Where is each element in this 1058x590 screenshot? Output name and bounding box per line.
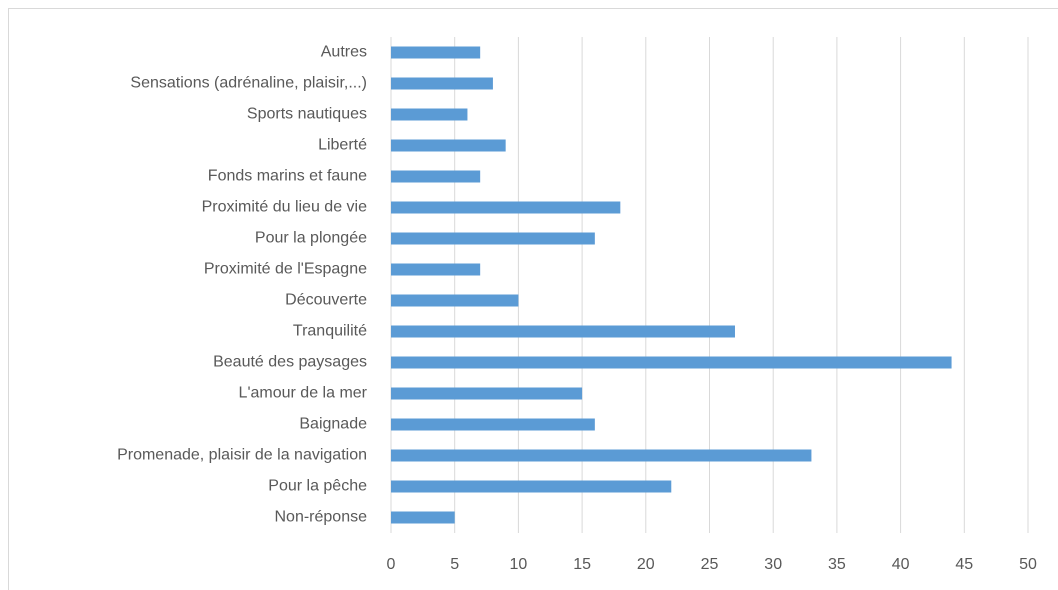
bar (391, 356, 952, 369)
y-tick-label: Proximité du lieu de vie (202, 199, 368, 216)
bar (391, 77, 493, 90)
y-tick-label: Sensations (adrénaline, plaisir,...) (130, 75, 367, 92)
y-tick-label: Beauté des paysages (213, 354, 367, 371)
bar (391, 418, 595, 431)
bar (391, 263, 481, 276)
bar (391, 449, 812, 462)
x-tick-label: 0 (387, 556, 396, 573)
y-tick-label: Liberté (318, 137, 367, 154)
x-tick-label: 35 (828, 556, 846, 573)
y-tick-label: L'amour de la mer (239, 385, 368, 402)
y-tick-label: Promenade, plaisir de la navigation (117, 447, 367, 464)
x-tick-label: 15 (573, 556, 591, 573)
x-tick-label: 50 (1019, 556, 1037, 573)
bar (391, 170, 481, 183)
bar (391, 139, 506, 152)
x-tick-label: 10 (510, 556, 528, 573)
bar (391, 108, 468, 121)
x-tick-label: 25 (701, 556, 719, 573)
x-tick-label: 20 (637, 556, 655, 573)
x-tick-label: 30 (764, 556, 782, 573)
bar (391, 511, 455, 524)
bar (391, 480, 672, 493)
bar (391, 294, 519, 307)
y-tick-label: Baignade (299, 416, 367, 433)
y-tick-label: Non-réponse (275, 509, 368, 526)
x-tick-label: 45 (955, 556, 973, 573)
y-tick-label: Tranquilité (293, 323, 367, 340)
x-tick-label: 40 (892, 556, 910, 573)
y-tick-label: Découverte (285, 292, 367, 309)
y-tick-label: Fonds marins et faune (208, 168, 367, 185)
y-tick-label: Sports nautiques (247, 106, 367, 123)
y-tick-label: Proximité de l'Espagne (204, 261, 367, 278)
y-tick-label: Autres (321, 44, 367, 61)
y-tick-label: Pour la pêche (268, 478, 367, 495)
x-tick-label: 5 (450, 556, 459, 573)
chart-frame (8, 8, 1058, 590)
y-tick-label: Pour la plongée (255, 230, 367, 247)
bar (391, 46, 481, 59)
bar (391, 232, 595, 245)
bar (391, 387, 583, 400)
bar (391, 201, 621, 214)
bar (391, 325, 735, 338)
